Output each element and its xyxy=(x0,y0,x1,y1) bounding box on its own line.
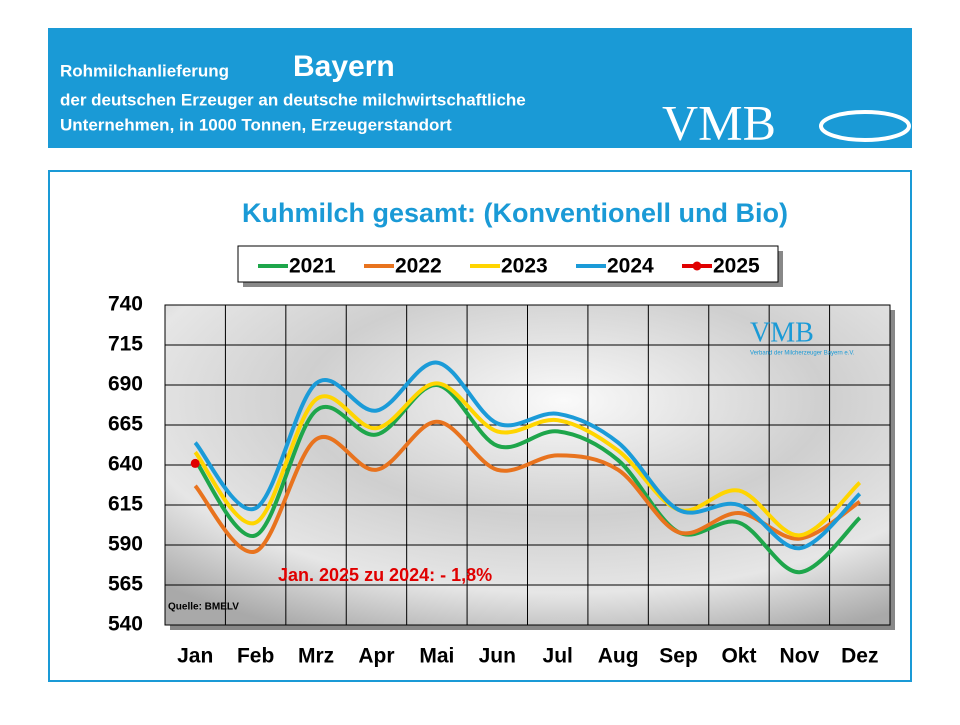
x-tick-label: Sep xyxy=(659,645,698,668)
series-line xyxy=(193,381,862,538)
y-tick-label: 740 xyxy=(108,293,143,316)
legend-label: 2024 xyxy=(607,255,654,278)
y-tick-label: 690 xyxy=(108,373,143,396)
watermark-sub: Verband der Milcherzeuger Bayern e.V. xyxy=(750,351,855,357)
x-tick-label: Jun xyxy=(479,645,516,668)
header-prefix: Rohmilchanlieferung xyxy=(60,61,229,80)
y-tick-label: 715 xyxy=(108,333,143,356)
series-line xyxy=(193,383,862,575)
series-line xyxy=(193,360,862,551)
annotation: Jan. 2025 zu 2024: - 1,8% xyxy=(278,565,492,585)
x-tick-label: Jul xyxy=(543,645,573,668)
x-tick-label: Dez xyxy=(841,645,878,668)
x-tick-label: Okt xyxy=(721,645,756,668)
header-line: Unternehmen, in 1000 Tonnen, Erzeugersta… xyxy=(60,115,452,134)
chart-title: Kuhmilch gesamt: (Konventionell und Bio) xyxy=(242,198,788,228)
y-tick-label: 540 xyxy=(108,613,143,636)
x-tick-label: Nov xyxy=(780,645,820,668)
y-tick-label: 665 xyxy=(108,413,143,436)
logo: VMB xyxy=(662,94,776,150)
watermark: VMB xyxy=(750,317,814,348)
x-tick-label: Feb xyxy=(237,645,274,668)
legend-label: 2021 xyxy=(289,255,336,278)
x-tick-label: Mai xyxy=(419,645,454,668)
y-tick-label: 615 xyxy=(108,493,143,516)
source: Quelle: BMELV xyxy=(168,602,239,613)
header-region: Bayern xyxy=(293,50,395,83)
legend-label: 2022 xyxy=(395,255,442,278)
legend-label: 2025 xyxy=(713,255,760,278)
header-bar xyxy=(48,28,912,148)
legend-label: 2023 xyxy=(501,255,548,278)
header-line: der deutschen Erzeuger an deutsche milch… xyxy=(60,90,526,109)
series-line xyxy=(193,419,861,554)
y-tick-label: 565 xyxy=(108,573,143,596)
x-tick-label: Apr xyxy=(358,645,394,668)
y-tick-label: 640 xyxy=(108,453,143,476)
x-tick-label: Mrz xyxy=(298,645,334,668)
logo-swirl xyxy=(819,110,911,142)
legend-marker xyxy=(692,261,702,271)
x-tick-label: Jan xyxy=(177,645,213,668)
x-tick-label: Aug xyxy=(598,645,639,668)
y-tick-label: 590 xyxy=(108,533,143,556)
series-point xyxy=(190,458,200,468)
